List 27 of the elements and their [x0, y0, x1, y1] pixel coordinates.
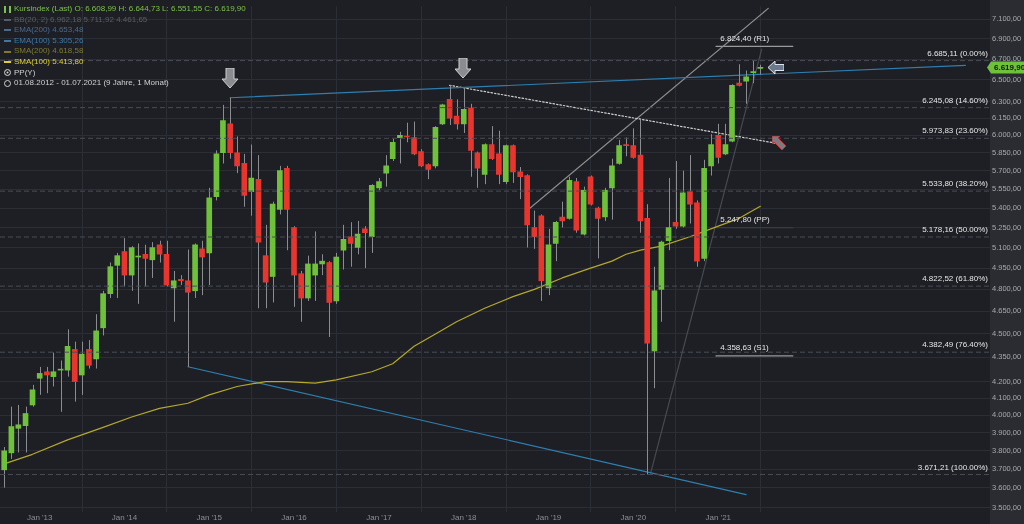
x-tick-label: Jan '18: [450, 513, 478, 523]
x-tick-label: Jan '20: [620, 513, 647, 523]
x-tick-label: Jan '15: [196, 513, 223, 523]
annotation: 01.08.2012 - 01.07.2021 (9 Jahre, 1 Monat): [14, 78, 169, 89]
x-tick-label: Jan '17: [366, 513, 393, 523]
x-tick-label: Jan '19: [535, 513, 562, 523]
annotation: 4.358,63 (S1): [720, 343, 770, 353]
ref-line-label: 5.533,80 (38.20%): [922, 179, 989, 189]
ref-line-label: 5.178,16 (50.00%): [922, 225, 989, 235]
annotation: EMA(100) 5.305,26: [14, 35, 84, 47]
annotation: SMA(200) 4.618,58: [14, 46, 84, 57]
annotation: SMA(100) 5.413,80: [14, 56, 84, 68]
text: 6.619,90: [994, 62, 1024, 72]
ref-line-label: 4.382,49 (76.40%): [922, 340, 989, 350]
ref-line-label: 6.245,08 (14.60%): [922, 95, 989, 105]
annotation: Kursindex (Last) O: 6.608,99 H: 6.644,73 L: 6.551,55 C: 6.619,90: [14, 4, 246, 15]
x-tick-label: Jan '14: [111, 513, 138, 523]
ref-line-label: 4.822,52 (61.80%): [922, 274, 989, 284]
ref-line-label: 5.973,83 (23.60%): [922, 126, 989, 136]
annotation: EMA(200) 4.653,48: [14, 25, 84, 36]
annotation: PP(Y): [14, 67, 36, 79]
x-tick-label: Jan '21: [705, 513, 732, 523]
ref-line-label: 6.685,11 (0.00%): [927, 48, 989, 58]
x-tick-label: Jan '16: [281, 513, 308, 523]
x-tick-label: Jan '13: [26, 513, 54, 523]
annotation: 6.824,40 (R1): [720, 33, 770, 43]
ref-line-label: 3.671,21 (100.00%): [917, 462, 989, 472]
